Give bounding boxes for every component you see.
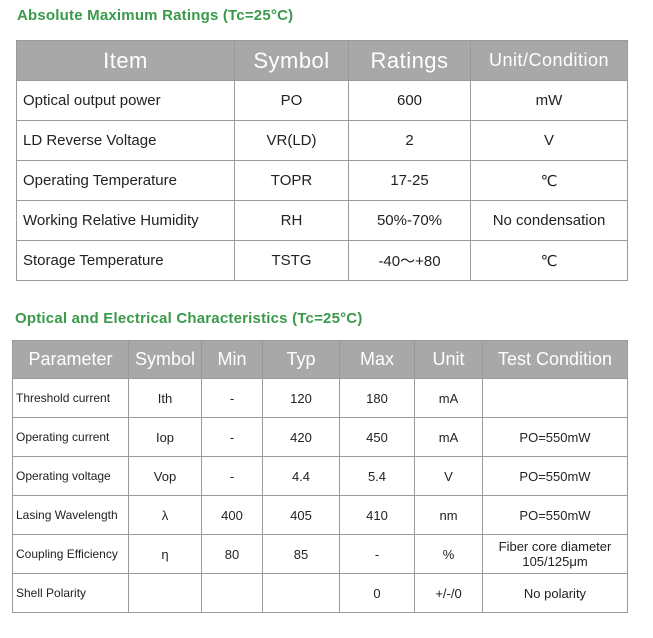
unit-cell: No condensation	[470, 200, 628, 241]
table-row: Shell Polarity 0 +/-/0 No polarity	[12, 573, 628, 613]
column-header-typ: Typ	[262, 340, 340, 379]
symbol-cell: VR(LD)	[234, 120, 349, 161]
table-row: Operating Temperature TOPR 17-25 ℃	[16, 160, 628, 201]
max-cell: 0	[339, 573, 415, 613]
column-header-item: Item	[16, 40, 235, 81]
column-header-ratings: Ratings	[348, 40, 471, 81]
parameter-cell: Operating voltage	[12, 456, 129, 496]
item-cell: Storage Temperature	[16, 240, 235, 281]
max-cell: 410	[339, 495, 415, 535]
max-cell: 180	[339, 378, 415, 418]
unit-cell: ℃	[470, 240, 628, 281]
table-row: Operating voltage Vop - 4.4 5.4 V PO=550…	[12, 456, 628, 496]
test-condition-text: Fiber core diameter 105/125μm	[498, 539, 612, 569]
table-row: Storage Temperature TSTG -40～+80 ℃	[16, 240, 628, 281]
test-condition-cell: PO=550mW	[482, 456, 628, 496]
unit-cell: mW	[470, 80, 628, 121]
optical-electrical-title: Optical and Electrical Characteristics (…	[15, 310, 363, 327]
parameter-cell: Threshold current	[12, 378, 129, 418]
max-cell: -	[339, 534, 415, 574]
rating-cell: 17-25	[348, 160, 471, 201]
column-header-unit-condition: Unit/Condition	[470, 40, 628, 81]
test-condition-cell	[482, 378, 628, 418]
parameter-cell: Operating current	[12, 417, 129, 457]
test-condition-cell: PO=550mW	[482, 417, 628, 457]
item-cell: Working Relative Humidity	[16, 200, 235, 241]
min-cell: 80	[201, 534, 263, 574]
symbol-cell: λ	[128, 495, 202, 535]
unit-cell: +/-/0	[414, 573, 483, 613]
parameter-cell: Lasing Wavelength	[12, 495, 129, 535]
absolute-max-ratings-table: Item Symbol Ratings Unit/Condition Optic…	[16, 40, 628, 281]
rating-cell: 2	[348, 120, 471, 161]
typ-cell	[262, 573, 340, 613]
absolute-max-ratings-title: Absolute Maximum Ratings (Tc=25°C)	[17, 7, 294, 24]
column-header-max: Max	[339, 340, 415, 379]
symbol-cell	[128, 573, 202, 613]
unit-cell: V	[470, 120, 628, 161]
symbol-cell: Ith	[128, 378, 202, 418]
parameter-cell: Shell Polarity	[12, 573, 129, 613]
column-header-unit: Unit	[414, 340, 483, 379]
unit-cell: ℃	[470, 160, 628, 201]
min-cell: -	[201, 456, 263, 496]
typ-cell: 420	[262, 417, 340, 457]
item-cell: LD Reverse Voltage	[16, 120, 235, 161]
unit-cell: V	[414, 456, 483, 496]
rating-cell: 600	[348, 80, 471, 121]
max-cell: 450	[339, 417, 415, 457]
symbol-cell: Vop	[128, 456, 202, 496]
rating-cell: 50%-70%	[348, 200, 471, 241]
table-row: Coupling Efficiency η 80 85 - % Fiber co…	[12, 534, 628, 574]
parameter-cell: Coupling Efficiency	[12, 534, 129, 574]
typ-cell: 405	[262, 495, 340, 535]
item-cell: Optical output power	[16, 80, 235, 121]
min-cell: -	[201, 417, 263, 457]
symbol-cell: η	[128, 534, 202, 574]
table-row: Operating current Iop - 420 450 mA PO=55…	[12, 417, 628, 457]
optical-electrical-table: Parameter Symbol Min Typ Max Unit Test C…	[12, 340, 628, 613]
typ-cell: 85	[262, 534, 340, 574]
table-header-row: Parameter Symbol Min Typ Max Unit Test C…	[12, 340, 628, 379]
symbol-cell: TOPR	[234, 160, 349, 201]
unit-cell: nm	[414, 495, 483, 535]
symbol-cell: TSTG	[234, 240, 349, 281]
column-header-test-condition: Test Condition	[482, 340, 628, 379]
min-cell: -	[201, 378, 263, 418]
column-header-symbol: Symbol	[128, 340, 202, 379]
symbol-cell: PO	[234, 80, 349, 121]
min-cell: 400	[201, 495, 263, 535]
column-header-min: Min	[201, 340, 263, 379]
symbol-cell: RH	[234, 200, 349, 241]
rating-cell: -40～+80	[348, 240, 471, 281]
table-row: LD Reverse Voltage VR(LD) 2 V	[16, 120, 628, 161]
table-row: Lasing Wavelength λ 400 405 410 nm PO=55…	[12, 495, 628, 535]
table-row: Optical output power PO 600 mW	[16, 80, 628, 121]
typ-cell: 120	[262, 378, 340, 418]
column-header-symbol: Symbol	[234, 40, 349, 81]
max-cell: 5.4	[339, 456, 415, 496]
unit-cell: %	[414, 534, 483, 574]
table-row: Threshold current Ith - 120 180 mA	[12, 378, 628, 418]
unit-cell: mA	[414, 417, 483, 457]
table-header-row: Item Symbol Ratings Unit/Condition	[16, 40, 628, 81]
test-condition-cell: PO=550mW	[482, 495, 628, 535]
test-condition-cell: Fiber core diameter 105/125μm	[482, 534, 628, 574]
typ-cell: 4.4	[262, 456, 340, 496]
table-row: Working Relative Humidity RH 50%-70% No …	[16, 200, 628, 241]
min-cell	[201, 573, 263, 613]
unit-cell: mA	[414, 378, 483, 418]
column-header-parameter: Parameter	[12, 340, 129, 379]
item-cell: Operating Temperature	[16, 160, 235, 201]
symbol-cell: Iop	[128, 417, 202, 457]
test-condition-cell: No polarity	[482, 573, 628, 613]
